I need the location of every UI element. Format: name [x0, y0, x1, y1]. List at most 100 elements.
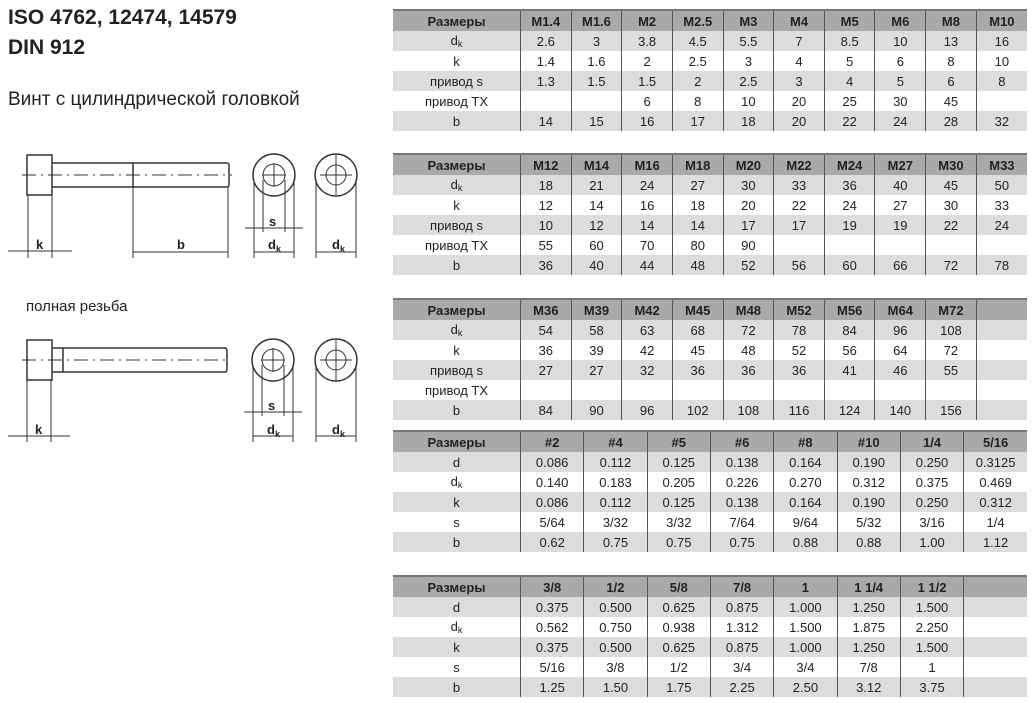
table-row: k 12 14 16 18 20 22 24 27 30 33 [393, 195, 1027, 215]
table-cell: 4.5 [671, 31, 724, 51]
table-cell: 55 [925, 360, 977, 380]
table-cell: 72 [925, 255, 977, 275]
column-header-size: M42 [621, 298, 673, 320]
row-label: dk [393, 31, 521, 51]
table-cell: 5.5 [722, 31, 774, 51]
table-header-row: Размеры 3/8 1/2 5/8 7/8 1 1 1/4 1 1/2 [393, 575, 1027, 597]
table-cell: 56 [773, 255, 825, 275]
table-cell: 14 [621, 215, 673, 235]
product-subtitle: Винт с цилиндрической головкой [8, 89, 300, 110]
table-cell: 0.75 [709, 532, 774, 552]
row-label-text: k [453, 494, 460, 510]
table-cell: 45 [925, 91, 977, 111]
table-row: привод s 1.3 1.5 1.5 2 2.5 3 4 5 6 8 [393, 71, 1027, 91]
inch-table-2: Размеры 3/8 1/2 5/8 7/8 1 1 1/4 1 1/2 d 0.375 0.50… [393, 575, 1027, 697]
row-label: привод s [393, 215, 521, 235]
table-cell [975, 380, 1027, 400]
table-cell: 46 [874, 360, 926, 380]
table-cell: 20 [722, 195, 774, 215]
table-cell: 15 [570, 111, 622, 131]
metric-table-1: Размеры M1.4 M1.6 M2 M2.5 M3 M4 M5 M6 M8 M10 dk 2.6 3… [393, 9, 1027, 131]
column-header-size: 3/8 [519, 575, 584, 597]
table-cell: 108 [722, 400, 774, 420]
table-cell: 20 [773, 111, 825, 131]
table-cell: 0.226 [709, 472, 774, 492]
table-cell: 3/16 [899, 512, 964, 532]
row-label-text: привод TX [424, 237, 489, 253]
table-cell: 32 [621, 360, 673, 380]
table-cell [963, 657, 1027, 677]
table-cell: 1.000 [773, 637, 838, 657]
table-cell: 6 [874, 51, 926, 71]
table-cell: 0.938 [646, 617, 711, 637]
table-cell [963, 637, 1027, 657]
table-header-row: Размеры M12 M14 M16 M18 M20 M22 M24 M27 M30 M33 [393, 153, 1027, 175]
table-cell [963, 597, 1027, 617]
column-header-label: Размеры [393, 153, 521, 175]
table-cell: 27 [570, 360, 622, 380]
table-cell: 1.75 [646, 677, 711, 697]
column-header-size: M1.6 [570, 9, 622, 31]
column-header-size: M33 [975, 153, 1027, 175]
dim-s-label: s [269, 214, 276, 229]
table-cell: 0.125 [646, 452, 711, 472]
table-cell: 1.000 [773, 597, 838, 617]
table-row: dk 54 58 63 68 72 78 84 96 108 [393, 320, 1027, 340]
table-row: b 36 40 44 48 52 56 60 66 72 78 [393, 255, 1027, 275]
table-cell [963, 617, 1027, 637]
table-cell: 48 [722, 340, 774, 360]
column-header-size: M8 [925, 9, 977, 31]
row-label-text: b [452, 402, 461, 418]
table-cell: 45 [925, 175, 977, 195]
table-cell: 140 [874, 400, 926, 420]
table-cell: 0.625 [646, 597, 711, 617]
row-label: d [393, 597, 521, 617]
row-label: привод TX [393, 91, 521, 111]
table-cell [975, 400, 1027, 420]
table-cell: 1 [899, 657, 964, 677]
dim-k-label: k [35, 422, 43, 437]
table-cell: 45 [671, 340, 724, 360]
row-label: s [393, 512, 521, 532]
column-header-size: M14 [570, 153, 622, 175]
table-cell [671, 380, 724, 400]
column-header-size: 1 1/4 [836, 575, 901, 597]
table-cell: 36 [823, 175, 875, 195]
row-label-subscript: k [457, 480, 463, 490]
column-header-size: M52 [773, 298, 825, 320]
table-cell: 0.205 [646, 472, 711, 492]
table-cell: 84 [520, 400, 572, 420]
din-title: DIN 912 [8, 36, 86, 59]
row-label: b [393, 677, 521, 697]
table-cell: 40 [570, 255, 622, 275]
table-row: s 5/64 3/32 3/32 7/64 9/64 5/32 3/16 1/4 [393, 512, 1027, 532]
table-cell: 36 [520, 255, 572, 275]
row-label-text: d [450, 33, 458, 48]
row-label-text: d [450, 322, 458, 337]
table-cell: 3 [722, 51, 774, 71]
column-header-size: M5 [823, 9, 875, 31]
table-cell: 10 [520, 215, 572, 235]
full-thread-label: полная резьба [26, 298, 128, 315]
table-cell: 14 [671, 215, 724, 235]
table-cell: 0.312 [963, 492, 1027, 512]
table-cell [823, 235, 875, 255]
row-label: k [393, 637, 521, 657]
table-cell: 2.50 [773, 677, 838, 697]
dim-k-label: k [36, 237, 44, 252]
dim-dk-label: dk [268, 237, 282, 254]
table-cell: 2.25 [709, 677, 774, 697]
table-cell [773, 380, 825, 400]
table-cell: 68 [671, 320, 724, 340]
table-cell: 0.875 [709, 637, 774, 657]
table-cell: 36 [671, 360, 724, 380]
table-cell: 1.00 [899, 532, 964, 552]
table-cell [520, 380, 572, 400]
row-label: dk [393, 320, 521, 340]
table-cell: 27 [874, 195, 926, 215]
table-cell: 60 [570, 235, 622, 255]
table-cell: 0.190 [836, 452, 901, 472]
table-cell: 17 [773, 215, 825, 235]
table-cell: 0.125 [646, 492, 711, 512]
table-cell: 2.5 [722, 71, 774, 91]
